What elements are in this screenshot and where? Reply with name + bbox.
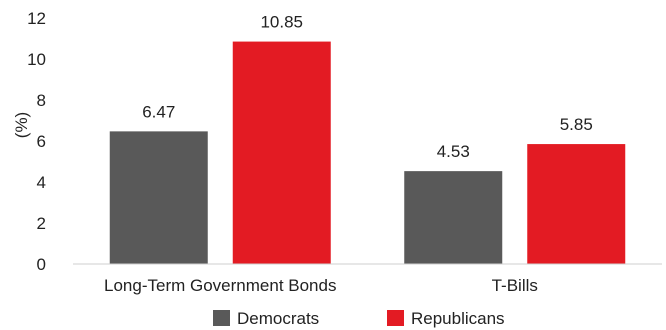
y-tick-label: 2: [37, 214, 46, 233]
legend: Democrats Republicans: [213, 309, 505, 328]
legend-item: Democrats: [213, 309, 319, 328]
legend-item: Republicans: [387, 309, 505, 328]
data-label: 6.47: [142, 102, 175, 121]
data-label: 5.85: [560, 115, 593, 134]
y-tick-label: 8: [37, 91, 46, 110]
y-tick-label: 0: [37, 255, 46, 274]
legend-swatch: [213, 310, 230, 326]
legend-label: Democrats: [237, 309, 319, 328]
bar-democrats: [109, 131, 208, 264]
bars: 6.47 10.85 4.53 5.85: [109, 13, 626, 265]
y-tick-label: 12: [27, 9, 46, 28]
legend-swatch: [387, 310, 404, 326]
bar-republicans: [527, 144, 626, 264]
legend-label: Republicans: [411, 309, 505, 328]
x-category-label: T-Bills: [492, 276, 538, 295]
y-tick-label: 4: [37, 173, 46, 192]
y-tick-label: 6: [37, 132, 46, 151]
bar-republicans: [232, 41, 331, 265]
y-axis-label: (%): [12, 112, 31, 138]
x-category-label: Long-Term Government Bonds: [104, 276, 336, 295]
bar-democrats: [404, 171, 503, 264]
data-label: 4.53: [437, 142, 470, 161]
data-label: 10.85: [260, 13, 303, 32]
y-tick-label: 10: [27, 50, 46, 69]
x-axis-categories: Long-Term Government Bonds T-Bills: [104, 276, 538, 295]
y-axis: 0 2 4 6 8 10 12: [27, 9, 46, 274]
